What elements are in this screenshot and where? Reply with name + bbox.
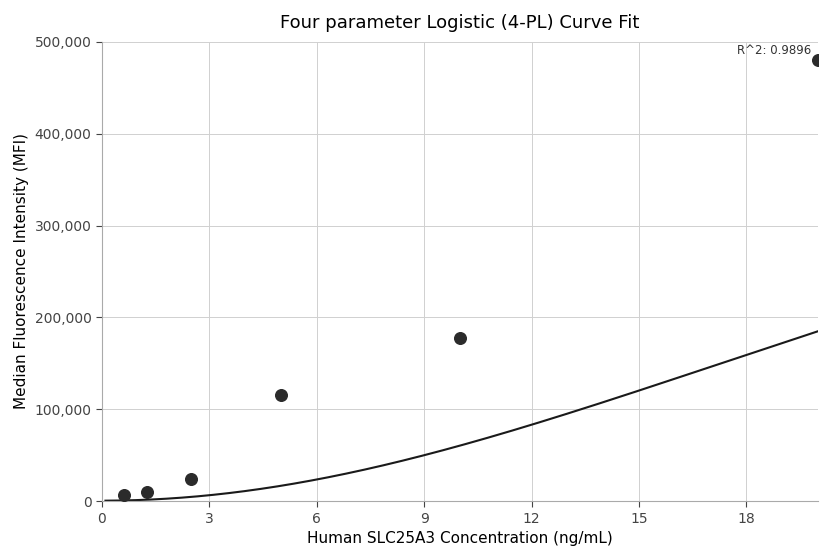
Title: Four parameter Logistic (4-PL) Curve Fit: Four parameter Logistic (4-PL) Curve Fit — [280, 14, 640, 32]
Point — [117, 490, 131, 499]
Point — [811, 55, 825, 64]
X-axis label: Human SLC25A3 Concentration (ng/mL): Human SLC25A3 Concentration (ng/mL) — [307, 531, 613, 546]
Point — [185, 475, 198, 484]
Text: R^2: 0.9896: R^2: 0.9896 — [736, 44, 811, 57]
Point — [140, 488, 153, 497]
Point — [453, 333, 467, 342]
Point — [275, 391, 288, 400]
Y-axis label: Median Fluorescence Intensity (MFI): Median Fluorescence Intensity (MFI) — [14, 133, 29, 409]
